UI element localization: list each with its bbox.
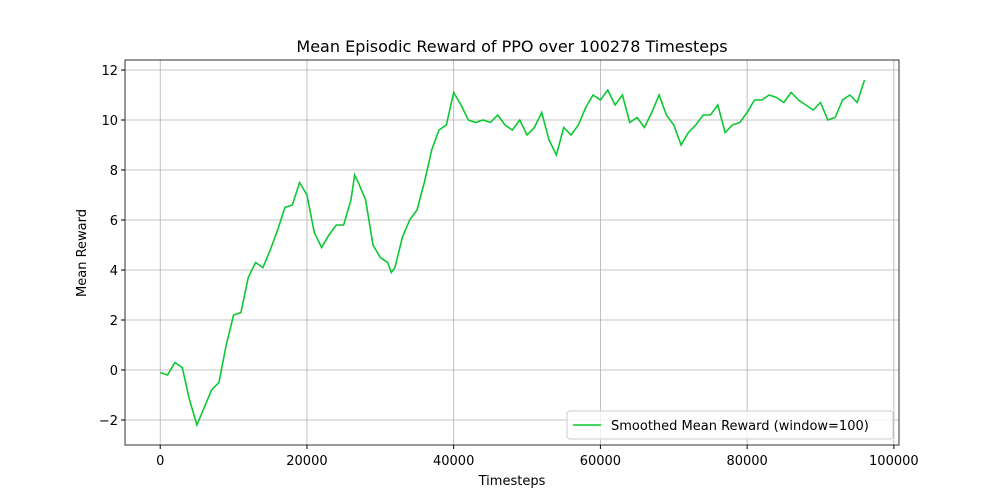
plot-frame: [124, 59, 900, 446]
chart-title: Mean Episodic Reward of PPO over 100278 …: [296, 37, 727, 56]
x-tick-label: 0: [156, 454, 164, 469]
x-tick-label: 40000: [433, 454, 474, 469]
legend-label: Smoothed Mean Reward (window=100): [611, 419, 869, 434]
x-tick-label: 100000: [869, 454, 919, 469]
y-tick-label: 6: [110, 214, 118, 229]
y-tick-label: −2: [99, 414, 118, 429]
y-axis-label: Mean Reward: [75, 209, 90, 297]
x-tick-label: 60000: [580, 454, 621, 469]
y-tick-label: 4: [110, 264, 118, 279]
y-tick-label: 10: [101, 114, 118, 129]
y-tick-label: 2: [110, 314, 118, 329]
legend-box: [566, 410, 894, 440]
x-tick-label: 80000: [726, 454, 767, 469]
x-tick-label: 20000: [286, 454, 327, 469]
data-line: [159, 79, 866, 428]
y-tick-label: 0: [110, 364, 118, 379]
y-tick-label: 8: [110, 164, 118, 179]
x-axis-label: Timesteps: [478, 474, 546, 489]
y-tick-label: 12: [101, 64, 118, 79]
